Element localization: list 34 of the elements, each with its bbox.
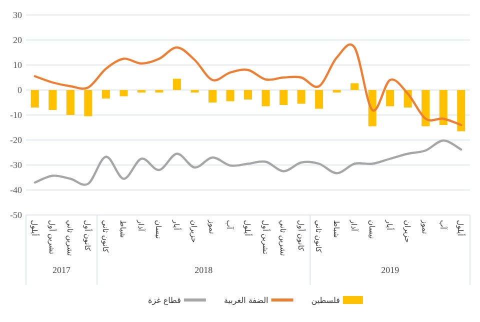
bar <box>244 90 252 100</box>
y-tick-label: -30 <box>10 160 22 170</box>
y-tick-label: 20 <box>13 35 22 45</box>
y-tick-label: 0 <box>18 85 22 95</box>
y-tick-label: 10 <box>13 60 22 70</box>
y-tick-label: -40 <box>10 185 22 195</box>
text: 2018 <box>194 265 214 275</box>
bar <box>262 90 270 106</box>
bar <box>30 90 39 108</box>
bar <box>457 90 466 132</box>
legend-label: قطاع غزة <box>148 296 182 305</box>
bar <box>226 90 234 102</box>
text: 2019 <box>381 265 400 275</box>
bar <box>350 83 359 90</box>
bar <box>48 90 57 110</box>
bar <box>422 90 430 126</box>
bar <box>439 90 448 125</box>
y-tick-label: -10 <box>10 110 22 120</box>
legend-label: الضفة الغربية <box>224 296 268 305</box>
y-tick-label: -20 <box>10 135 22 145</box>
bar <box>315 90 324 109</box>
bar <box>84 90 92 116</box>
bar <box>172 78 181 90</box>
bar <box>102 90 110 98</box>
bar <box>208 90 216 102</box>
bar <box>386 90 394 106</box>
bar <box>280 90 288 105</box>
legend-label: فلسطين <box>311 296 340 305</box>
bar <box>120 90 128 96</box>
y-tick-label: -50 <box>10 210 22 220</box>
y-tick-label: 30 <box>13 10 22 20</box>
bar <box>297 90 306 104</box>
bar <box>66 90 74 115</box>
text: 2017 <box>52 265 72 275</box>
